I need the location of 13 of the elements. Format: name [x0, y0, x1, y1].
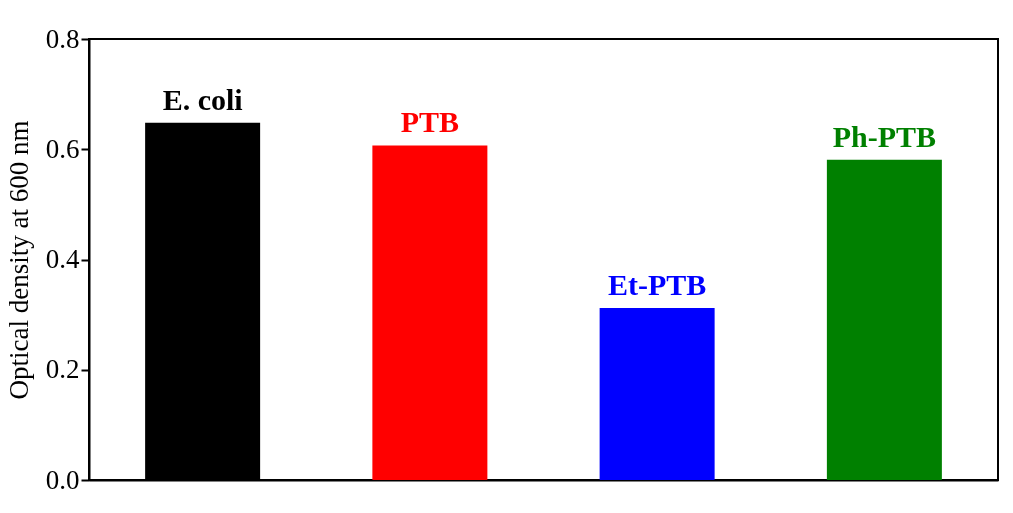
x-tick-label: Ph-PTB: [832, 119, 937, 153]
bar: [372, 145, 488, 480]
y-tick-label: 0.4: [45, 244, 80, 274]
bar: [599, 308, 715, 480]
y-tick-label: 0.6: [45, 133, 80, 164]
y-axis-title: Optical density at 600 nm: [3, 120, 34, 400]
x-tick-label: E. coli: [162, 82, 243, 116]
y-tick-label: 0.8: [45, 23, 80, 54]
bar: [826, 159, 942, 480]
x-tick-label: Et-PTB: [607, 268, 707, 302]
y-tick-label: 0.2: [45, 354, 80, 385]
x-tick-label: PTB: [400, 105, 460, 139]
y-tick-label: 0.0: [45, 464, 80, 495]
